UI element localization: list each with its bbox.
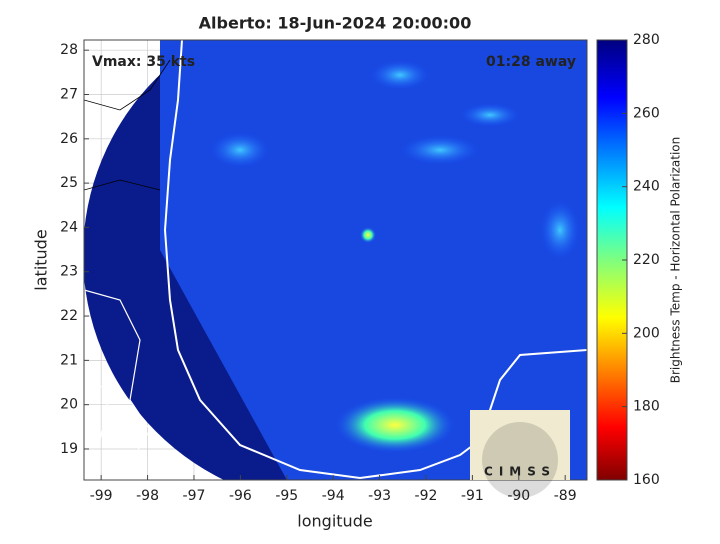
- y-tick-label: 25: [60, 175, 78, 191]
- y-tick-label: 28: [60, 42, 78, 58]
- annotation: Vmax: 35 kts: [92, 54, 195, 70]
- x-tick-label: -99: [90, 488, 113, 504]
- cloud: [460, 103, 520, 127]
- x-tick-label: -92: [415, 488, 438, 504]
- colorbar-tick-label: 280: [633, 32, 660, 48]
- x-tick-label: -95: [275, 488, 298, 504]
- logo-mark: [482, 422, 558, 498]
- chart-title: Alberto: 18-Jun-2024 20:00:00: [199, 14, 472, 33]
- y-tick-label: 26: [60, 131, 78, 147]
- x-tick-label: -98: [136, 488, 159, 504]
- y-tick-label: 24: [60, 219, 78, 235]
- y-tick-label: 21: [60, 352, 78, 368]
- y-axis-label: latitude: [32, 229, 51, 290]
- y-tick-label: 23: [60, 264, 78, 280]
- colorbar-label: Brightness Temp - Horizontal Polarizatio…: [669, 137, 683, 384]
- border: [84, 289, 151, 480]
- y-tick-label: 20: [60, 397, 78, 413]
- x-tick-label: -89: [554, 488, 577, 504]
- x-tick-label: -94: [322, 488, 345, 504]
- logo-text: CIMSS: [484, 465, 556, 479]
- cloud: [400, 135, 480, 165]
- x-tick-label: -90: [507, 488, 530, 504]
- cloud: [335, 397, 455, 453]
- annotation: 01:28 away: [486, 54, 576, 70]
- border: [84, 59, 171, 191]
- colorbar-tick-label: 180: [633, 399, 660, 415]
- coastline: [163, 40, 587, 480]
- cloud: [370, 60, 430, 90]
- colorbar-tick-label: 260: [633, 105, 660, 121]
- x-tick-label: -97: [183, 488, 206, 504]
- y-tick-label: 19: [60, 441, 78, 457]
- logo: [470, 410, 570, 480]
- y-tick-label: 27: [60, 87, 78, 103]
- x-tick-label: -91: [461, 488, 484, 504]
- colorbar-tick-label: 220: [633, 252, 660, 268]
- colorbar-tick-label: 160: [633, 472, 660, 488]
- x-tick-label: -96: [229, 488, 252, 504]
- cloud: [360, 227, 376, 243]
- cloud: [540, 200, 580, 260]
- x-axis-label: longitude: [297, 512, 372, 531]
- cloud: [210, 132, 270, 168]
- colorbar-tick-label: 200: [633, 325, 660, 341]
- x-tick-label: -93: [368, 488, 391, 504]
- plot-area: [84, 40, 587, 480]
- axes-frame: [83, 39, 588, 481]
- colorbar-tick-label: 240: [633, 179, 660, 195]
- y-tick-label: 22: [60, 308, 78, 324]
